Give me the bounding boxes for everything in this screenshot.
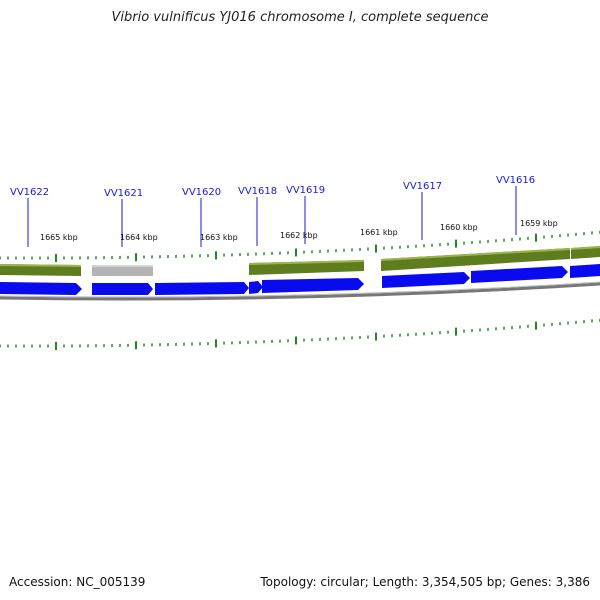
- cds-arrow[interactable]: [262, 278, 364, 293]
- position-label-1665: 1665 kbp: [40, 233, 78, 242]
- gene-label-vv1618[interactable]: VV1618: [238, 186, 277, 197]
- gene-label-vv1621[interactable]: VV1621: [104, 188, 143, 199]
- position-label-1662: 1662 kbp: [280, 231, 318, 240]
- map-title: Vibrio vulnificus YJ016 chromosome I, co…: [111, 10, 489, 25]
- cds-arrow[interactable]: [0, 282, 82, 295]
- position-label-1664: 1664 kbp: [120, 233, 158, 242]
- gene-bar[interactable]: [0, 264, 81, 276]
- gene-leaders: [27, 186, 517, 247]
- gene-bar[interactable]: [381, 248, 570, 271]
- gene-label-vv1619[interactable]: VV1619: [286, 185, 325, 196]
- cds-track: [0, 264, 600, 295]
- lower-ticks: [0, 318, 600, 351]
- position-label-1661: 1661 kbp: [360, 228, 398, 237]
- cds-arrow[interactable]: [92, 283, 153, 295]
- gene-labels: VV1622 VV1621 VV1620 VV1618 VV1619 VV161…: [10, 175, 535, 199]
- position-labels: 1665 kbp 1664 kbp 1663 kbp 1662 kbp 1661…: [40, 219, 558, 242]
- gene-label-vv1620[interactable]: VV1620: [182, 187, 221, 198]
- cds-arrow[interactable]: [249, 281, 263, 294]
- gene-label-vv1617[interactable]: VV1617: [403, 181, 442, 192]
- upper-ticks: [0, 230, 600, 263]
- cds-arrow[interactable]: [382, 272, 470, 288]
- chromosome-backbone: [0, 281, 600, 301]
- topology-summary: Topology: circular; Length: 3,354,505 bp…: [260, 575, 590, 589]
- position-label-1663: 1663 kbp: [200, 233, 238, 242]
- cds-arrow[interactable]: [471, 266, 568, 283]
- cds-arrow[interactable]: [570, 264, 600, 278]
- accession-text: Accession: NC_005139: [9, 575, 146, 589]
- pseudogene-bar[interactable]: [92, 265, 153, 276]
- position-label-1659: 1659 kbp: [520, 219, 558, 228]
- gene-label-vv1616[interactable]: VV1616: [496, 175, 535, 186]
- gene-bar[interactable]: [571, 246, 600, 259]
- gene-track: [0, 246, 600, 276]
- gene-bar[interactable]: [249, 260, 364, 275]
- cds-arrow[interactable]: [155, 282, 249, 295]
- gene-label-vv1622[interactable]: VV1622: [10, 187, 49, 198]
- position-label-1660: 1660 kbp: [440, 223, 478, 232]
